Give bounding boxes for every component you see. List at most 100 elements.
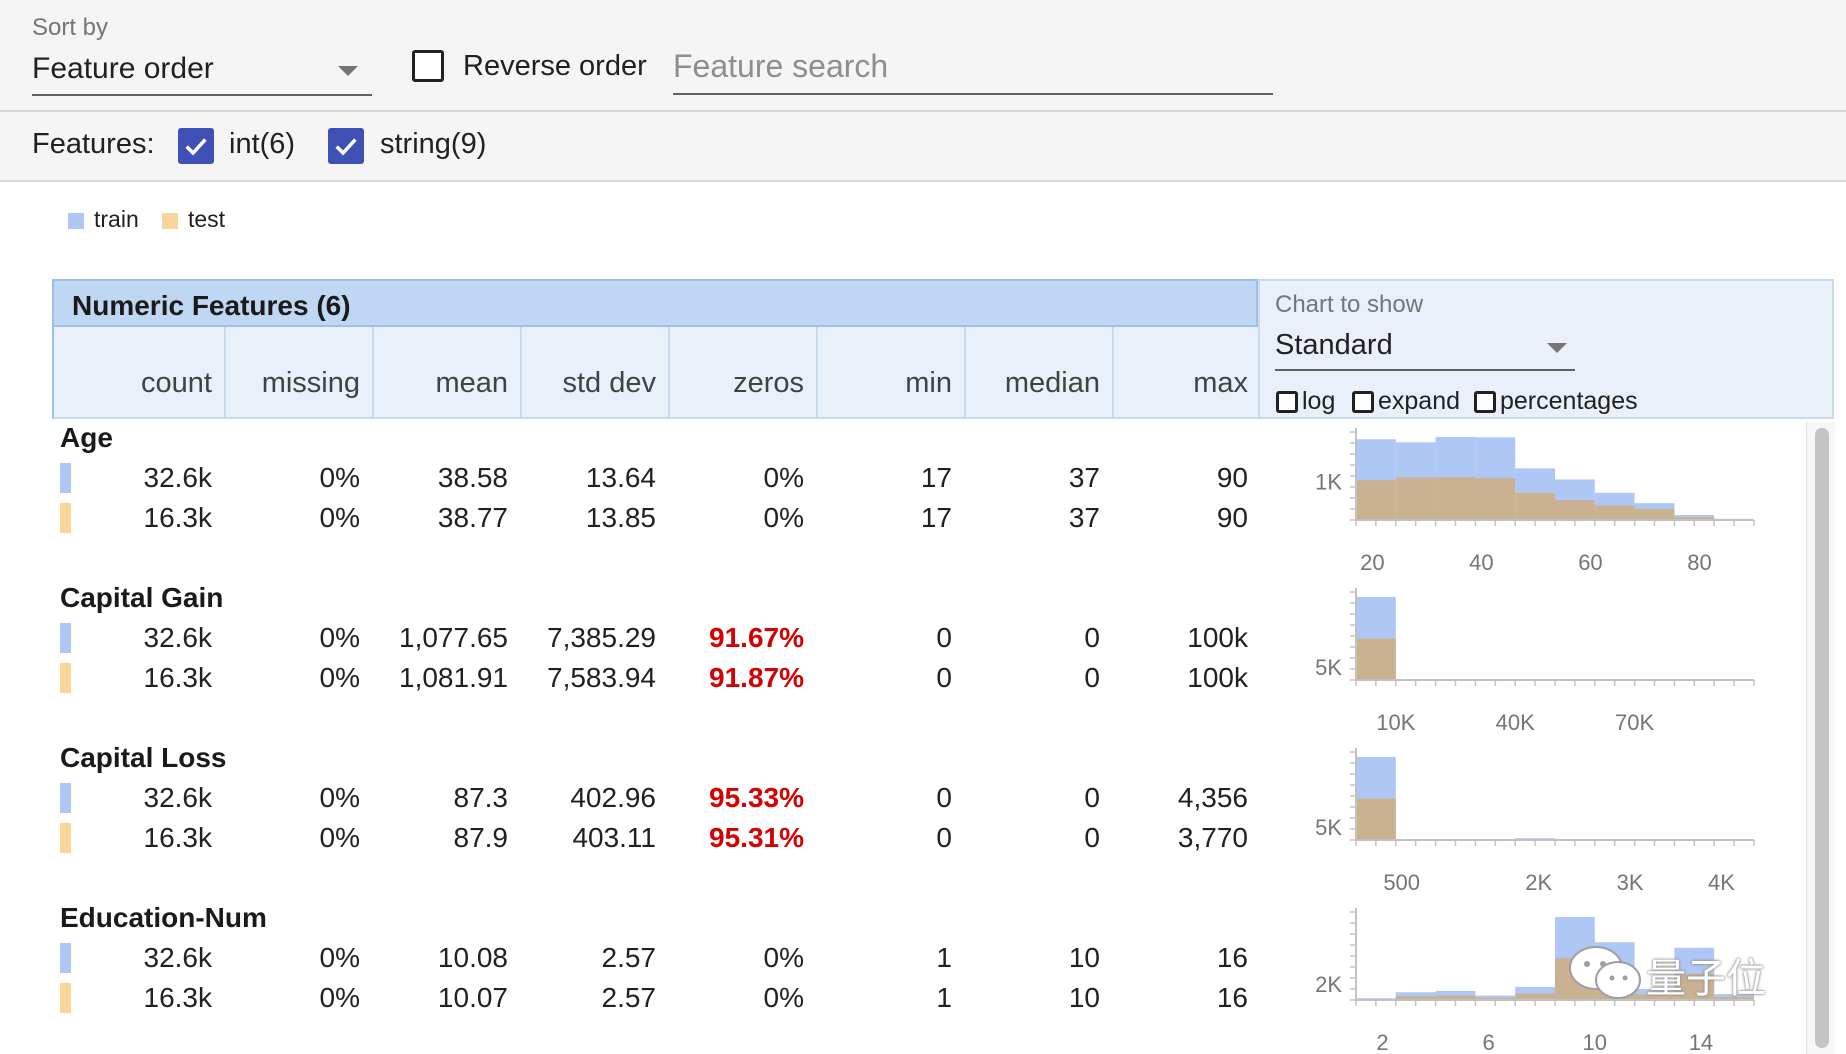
cell-max: 16 xyxy=(1216,942,1248,973)
train-row-marker xyxy=(60,623,71,653)
cell-max: 90 xyxy=(1216,502,1248,533)
x-tick-label: 20 xyxy=(1360,550,1384,575)
numeric-features-header: Numeric Features (6) xyxy=(52,279,1258,327)
cell-zeros: 91.67% xyxy=(709,622,804,653)
feature-name: Education-Num xyxy=(60,902,267,933)
column-header-median[interactable]: median xyxy=(1004,367,1100,399)
column-header-std-dev[interactable]: std dev xyxy=(562,367,657,399)
cell-std-dev: 13.85 xyxy=(585,502,656,533)
column-separator xyxy=(372,327,374,419)
x-tick-label: 500 xyxy=(1383,870,1420,895)
histogram-bar-train xyxy=(1395,992,1436,1000)
log-label[interactable]: log xyxy=(1302,387,1336,415)
test-row-marker xyxy=(60,823,71,853)
column-separator xyxy=(668,327,670,419)
chevron-down-icon xyxy=(1547,343,1567,353)
cell-mean: 10.08 xyxy=(437,942,508,973)
reverse-order-checkbox[interactable] xyxy=(412,50,444,82)
cell-count: 32.6k xyxy=(143,782,213,813)
cell-max: 16 xyxy=(1216,982,1248,1013)
column-header-mean[interactable]: mean xyxy=(435,367,508,399)
cell-max: 3,770 xyxy=(1177,822,1248,853)
chart-type-value: Standard xyxy=(1275,329,1393,361)
cell-mean: 38.58 xyxy=(437,462,508,493)
wechat-icon xyxy=(1569,946,1641,999)
feature-search-field[interactable] xyxy=(673,48,1273,95)
histogram-bar-test xyxy=(1674,973,1715,1000)
cell-missing: 0% xyxy=(319,942,360,973)
cell-median: 0 xyxy=(1084,662,1100,693)
sort-by-value: Feature order xyxy=(32,52,214,85)
check-icon xyxy=(335,138,357,156)
cell-min: 0 xyxy=(936,622,952,653)
cell-max: 4,356 xyxy=(1177,782,1248,813)
cell-count: 16.3k xyxy=(143,502,213,533)
cell-min: 0 xyxy=(936,822,952,853)
cell-zeros: 95.33% xyxy=(709,782,804,813)
test-row-marker xyxy=(60,503,71,533)
feature-search-input[interactable] xyxy=(673,48,1273,85)
cell-median: 0 xyxy=(1084,782,1100,813)
legend-test: test xyxy=(162,206,225,233)
legend-train: train xyxy=(68,206,139,233)
cell-zeros: 95.31% xyxy=(709,822,804,853)
test-swatch xyxy=(162,212,178,229)
column-header-min[interactable]: min xyxy=(905,367,952,399)
string-features-label[interactable]: string(9) xyxy=(380,128,487,160)
cell-missing: 0% xyxy=(319,462,360,493)
cell-median: 10 xyxy=(1068,982,1100,1013)
expand-label[interactable]: expand xyxy=(1378,387,1461,415)
x-tick-label: 2K xyxy=(1525,870,1552,895)
chart-type-dropdown[interactable]: Standard xyxy=(1275,329,1575,371)
cell-count: 32.6k xyxy=(143,942,213,973)
column-header-count[interactable]: count xyxy=(141,367,212,399)
cell-mean: 87.3 xyxy=(453,782,509,813)
cell-count: 32.6k xyxy=(143,462,213,493)
cell-missing: 0% xyxy=(319,662,360,693)
x-tick-label: 10 xyxy=(1583,1030,1607,1054)
histogram-bar-test xyxy=(1594,505,1635,520)
column-headers: count missing mean std dev zeros min median max xyxy=(52,327,1258,419)
percentages-label[interactable]: percentages xyxy=(1500,387,1638,415)
histogram-bar-test xyxy=(1395,477,1436,520)
histogram-bar-test xyxy=(1634,994,1675,1000)
reverse-order-label[interactable]: Reverse order xyxy=(463,50,647,82)
cell-zeros: 0% xyxy=(763,982,804,1013)
column-header-missing[interactable]: missing xyxy=(261,367,360,399)
column-header-zeros[interactable]: zeros xyxy=(733,367,804,399)
percentages-checkbox[interactable] xyxy=(1474,391,1496,413)
cell-median: 0 xyxy=(1084,822,1100,853)
cell-mean: 1,081.91 xyxy=(399,662,508,693)
sort-by-dropdown[interactable]: Feature order xyxy=(32,52,372,96)
cell-mean: 1,077.65 xyxy=(399,622,508,653)
chart-to-show-label: Chart to show xyxy=(1275,291,1424,318)
string-features-checkbox[interactable] xyxy=(328,128,364,164)
cell-std-dev: 13.64 xyxy=(585,462,656,493)
histogram-bar-test xyxy=(1356,480,1396,520)
cell-median: 37 xyxy=(1068,502,1100,533)
int-features-label[interactable]: int(6) xyxy=(229,128,296,160)
histogram-bar-test xyxy=(1356,798,1396,840)
column-header-max[interactable]: max xyxy=(1193,367,1248,399)
expand-checkbox[interactable] xyxy=(1352,391,1374,413)
feature-filter-bar: Features: int(6) string(9) xyxy=(0,112,1846,182)
histogram-bar-test xyxy=(1555,500,1595,520)
log-checkbox[interactable] xyxy=(1276,391,1298,413)
scrollbar[interactable] xyxy=(1806,422,1835,1054)
histogram-bar-test xyxy=(1395,996,1436,1000)
cell-zeros: 0% xyxy=(763,502,804,533)
cell-count: 16.3k xyxy=(143,982,213,1013)
chart-controls-panel: Chart to show Standard log expand percen… xyxy=(1258,279,1834,419)
cell-min: 17 xyxy=(920,502,952,533)
histogram-bar-test xyxy=(1634,508,1675,520)
test-row-marker xyxy=(60,663,71,693)
cell-max: 100k xyxy=(1187,662,1248,693)
x-tick-label: 14 xyxy=(1689,1030,1713,1054)
scrollbar-thumb[interactable] xyxy=(1815,428,1829,1048)
cell-missing: 0% xyxy=(319,822,360,853)
x-tick-label: 6 xyxy=(1483,1030,1495,1054)
legend-test-label: test xyxy=(188,206,226,232)
cell-zeros: 0% xyxy=(763,462,804,493)
cell-min: 17 xyxy=(920,462,952,493)
int-features-checkbox[interactable] xyxy=(178,128,214,164)
